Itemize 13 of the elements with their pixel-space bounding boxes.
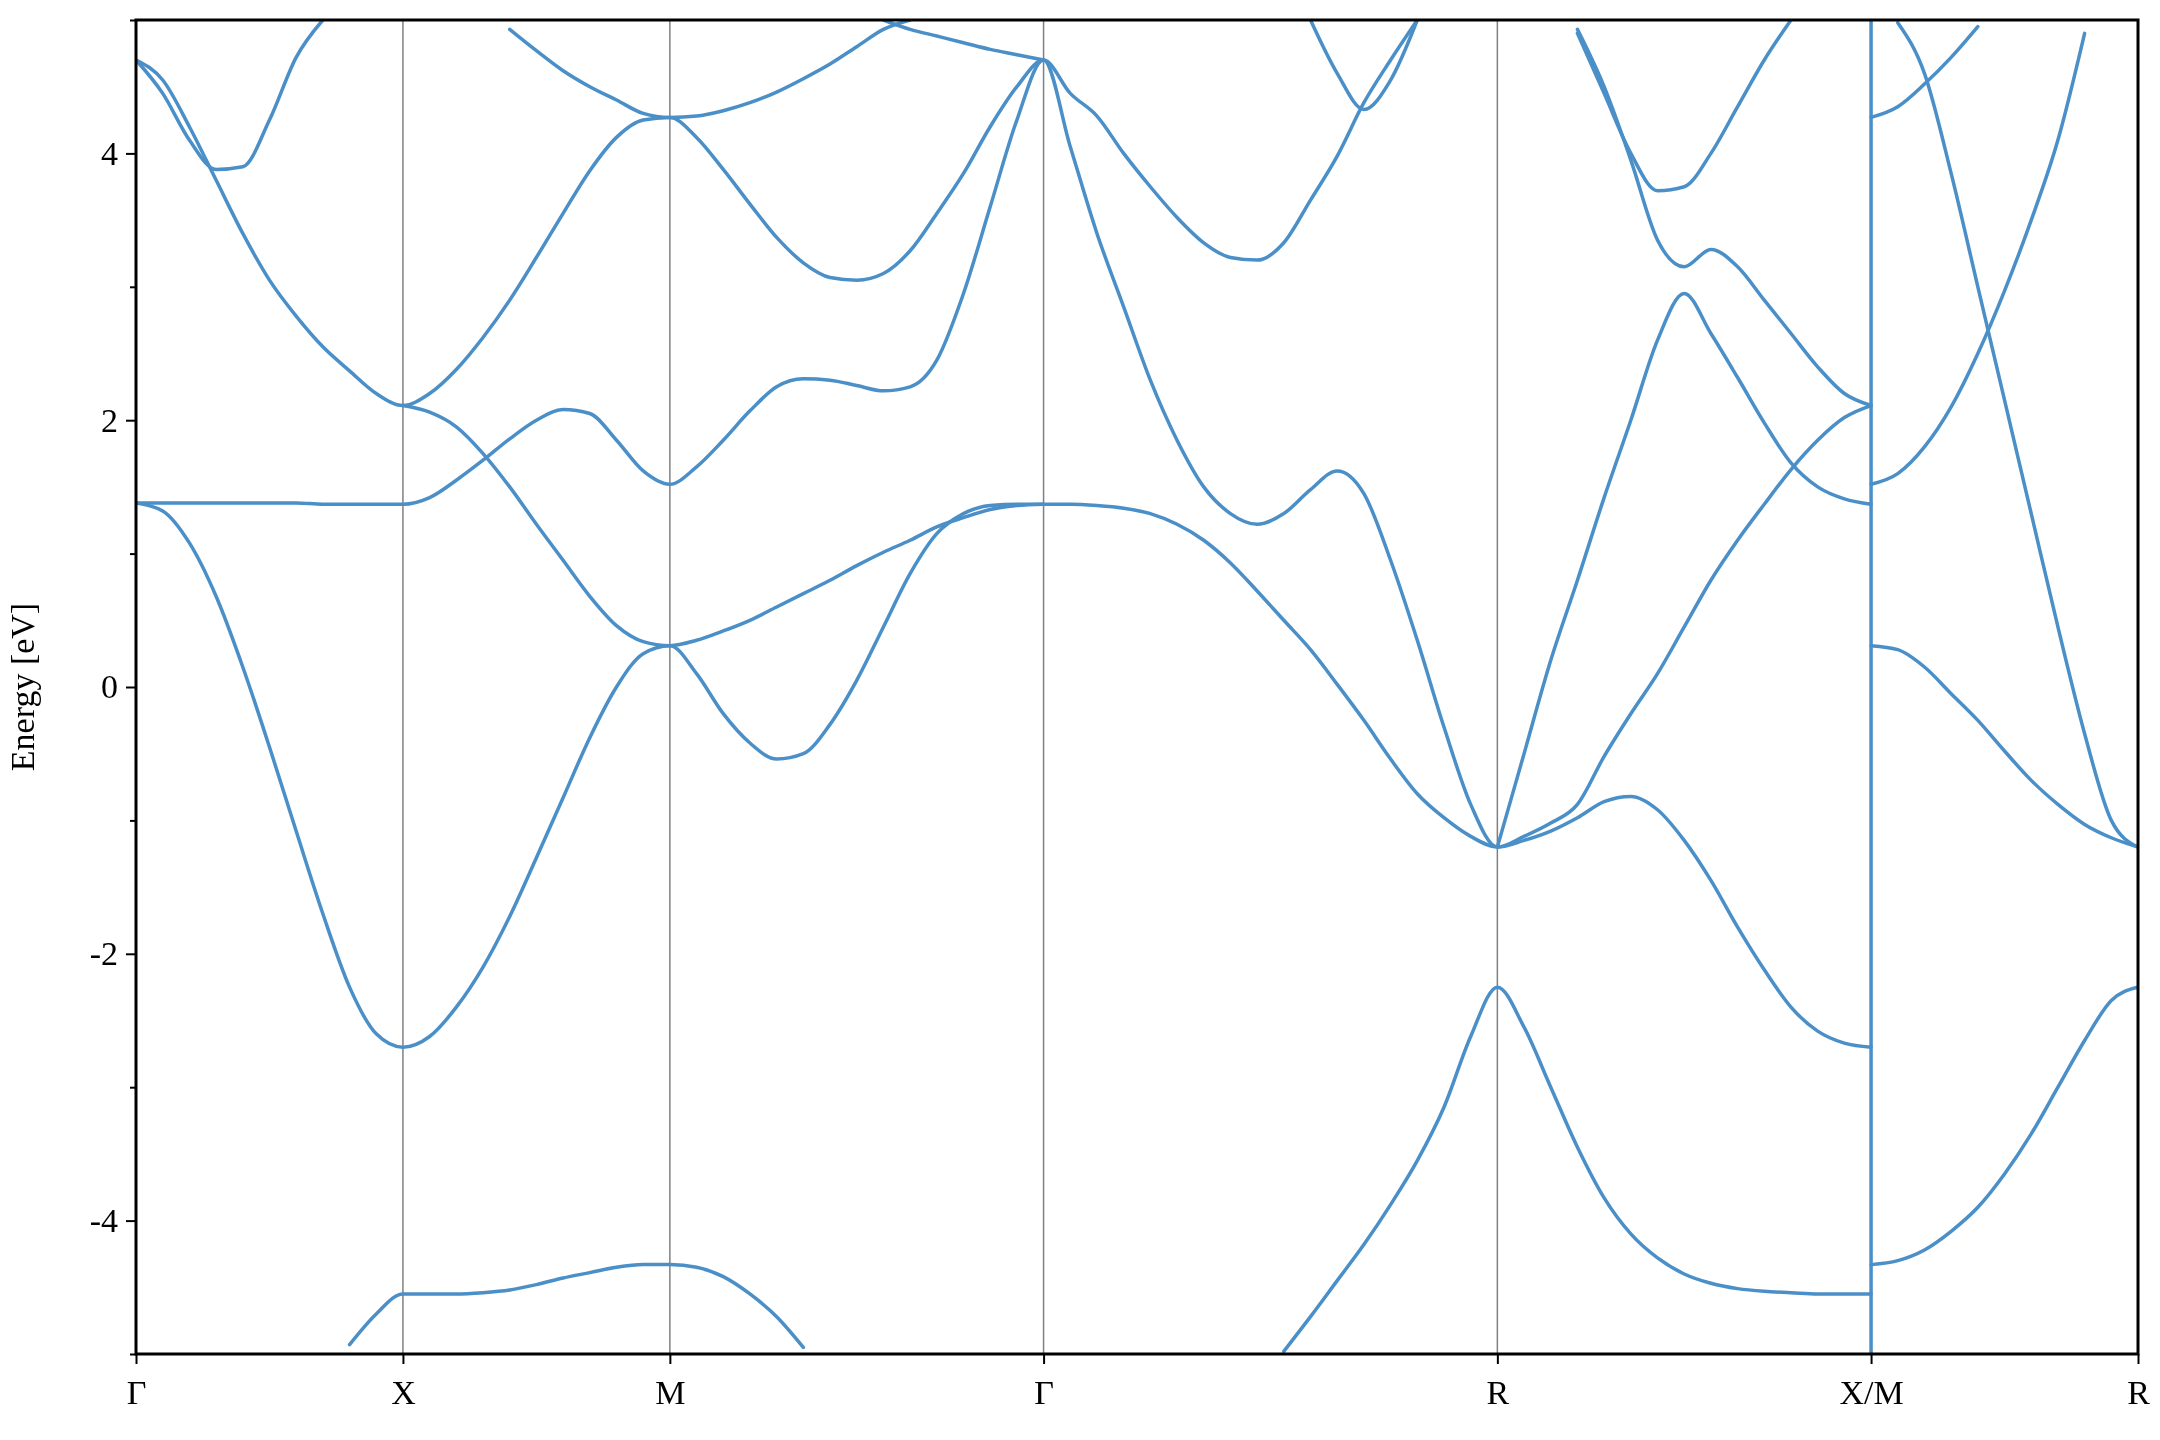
x-tick-label: Γ (126, 1374, 147, 1412)
y-tick-label: 2 (101, 401, 118, 439)
x-tick-label: X (391, 1374, 416, 1412)
y-tick-label: -2 (89, 935, 118, 973)
x-tick-label: X/M (1839, 1374, 1904, 1412)
x-tick-label: M (655, 1374, 686, 1412)
y-tick-label: 0 (101, 668, 118, 706)
x-tick-label: R (2127, 1374, 2151, 1412)
x-tick-label: Γ (1034, 1374, 1054, 1412)
y-tick-label: 4 (101, 134, 118, 172)
x-tick-label: R (1486, 1374, 1510, 1412)
y-tick-label: -4 (89, 1201, 118, 1239)
y-axis-title: Energy [eV] (4, 602, 41, 772)
